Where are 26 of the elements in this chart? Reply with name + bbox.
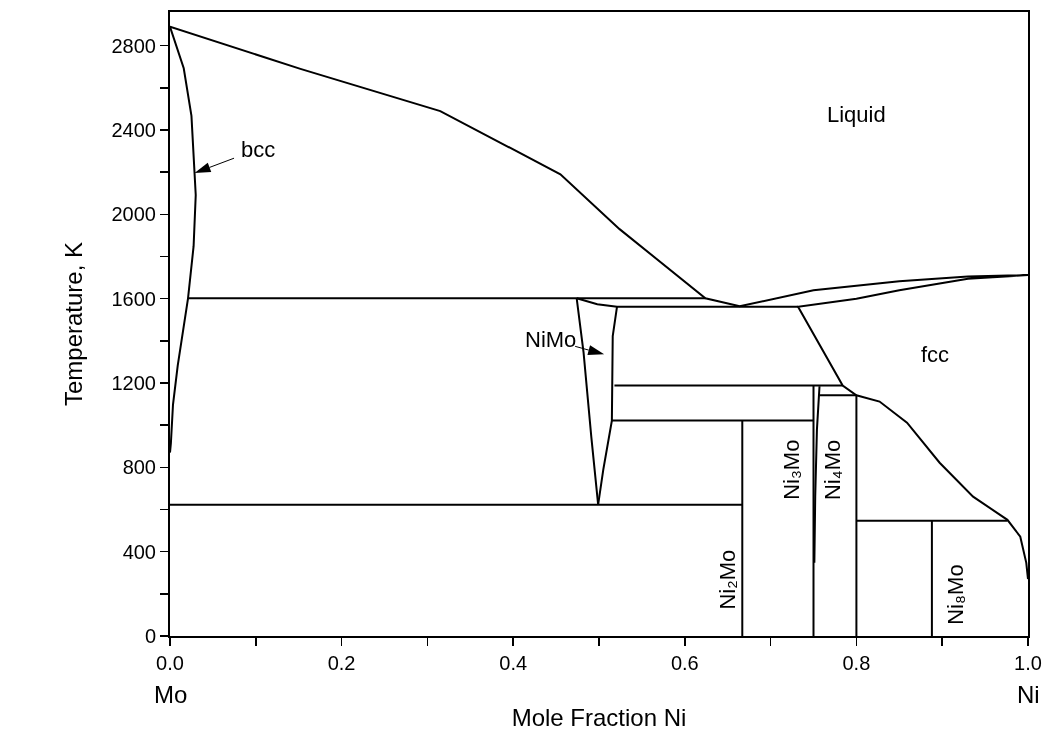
y-tick-label: 1600 — [111, 287, 156, 310]
x-tick-label: 0.2 — [327, 652, 356, 674]
annotation: Ni₂Mo — [714, 549, 740, 610]
y-tick-label: 2000 — [111, 203, 156, 226]
text: Ni — [1017, 681, 1040, 708]
y-tick-label: 2400 — [111, 119, 156, 142]
y-tick-label: 0 — [144, 625, 156, 647]
x-tick-label: 1.0 — [1014, 652, 1042, 674]
x-tick-label: 0.6 — [670, 652, 699, 674]
annotation: Ni₃Mo — [778, 439, 804, 500]
x-tick-label: 0.0 — [156, 652, 184, 674]
y-tick-label: 1200 — [111, 372, 156, 395]
annotation: bcc — [241, 137, 276, 162]
x-axis-title: Mole Fraction Ni — [511, 703, 687, 731]
x-tick-label: 0.8 — [842, 652, 871, 674]
text: Mo — [154, 681, 188, 708]
y-tick-label: 400 — [122, 540, 156, 563]
x-tick-label: 0.4 — [499, 652, 528, 674]
annotation: NiMo — [525, 327, 577, 352]
annotation: Liquid — [827, 102, 886, 127]
y-tick-label: 800 — [122, 456, 156, 479]
y-axis-title: Temperature, K — [60, 241, 88, 407]
y-tick-label: 2800 — [111, 34, 156, 57]
annotation: fcc — [921, 342, 950, 367]
annotation: Ni₈Mo — [943, 564, 969, 625]
annotation: Ni₄Mo — [819, 439, 845, 501]
